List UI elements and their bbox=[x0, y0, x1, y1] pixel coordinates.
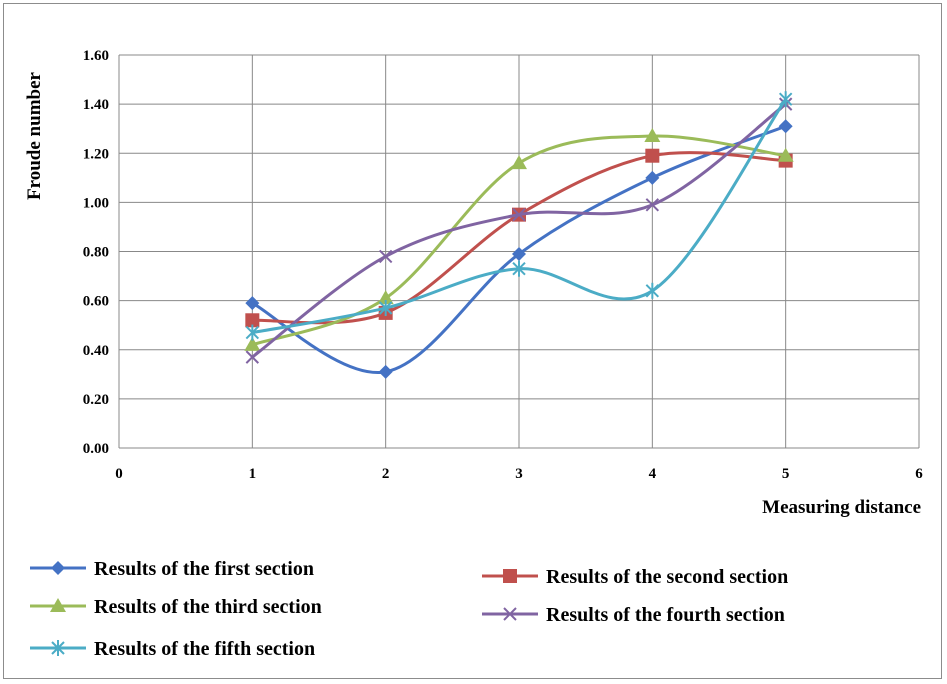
x-marker bbox=[512, 207, 526, 222]
series-1 bbox=[245, 119, 793, 379]
triangle-marker bbox=[777, 147, 794, 162]
x-tick-label: 1 bbox=[249, 466, 257, 482]
x-marker bbox=[645, 198, 660, 212]
triangle-marker bbox=[511, 155, 527, 170]
diamond-marker bbox=[51, 561, 65, 575]
x-marker-stroke bbox=[245, 350, 260, 364]
star-marker bbox=[778, 91, 793, 108]
square-marker bbox=[245, 313, 260, 328]
triangle-marker bbox=[50, 598, 66, 612]
diamond-marker bbox=[778, 119, 793, 134]
star-marker bbox=[51, 640, 65, 656]
y-axis-title: Froude number bbox=[24, 71, 45, 199]
series-3 bbox=[244, 128, 794, 351]
star-marker bbox=[245, 324, 260, 341]
y-tick-label: 1.60 bbox=[83, 48, 109, 64]
legend-label: Results of the first section bbox=[94, 558, 314, 580]
x-marker bbox=[503, 607, 517, 621]
diamond-marker bbox=[378, 364, 393, 379]
legend-item-2: Results of the second section bbox=[482, 566, 788, 588]
y-tick-labels: 0.00 0.20 0.40 0.60 0.80 1.00 1.20 1.40 1.60 bbox=[83, 48, 109, 457]
triangle-marker bbox=[377, 290, 394, 305]
series-group bbox=[244, 91, 794, 379]
triangle-marker bbox=[644, 128, 661, 143]
legend-item-3: Results of the third section bbox=[30, 596, 322, 618]
y-tick-label: 0.40 bbox=[83, 343, 109, 359]
diamond-marker bbox=[512, 246, 526, 261]
x-marker-stroke bbox=[512, 207, 526, 222]
x-axis-title: Measuring distance bbox=[762, 497, 921, 518]
diamond-marker bbox=[245, 296, 260, 311]
square-marker bbox=[645, 148, 660, 163]
legend-label: Results of the second section bbox=[546, 566, 788, 588]
x-marker bbox=[245, 350, 260, 364]
square-marker bbox=[503, 569, 517, 583]
x-tick-labels: 0 1 2 3 4 5 6 bbox=[115, 466, 923, 482]
y-tick-label: 0.20 bbox=[83, 392, 109, 408]
x-marker-stroke bbox=[503, 607, 517, 621]
series-5 bbox=[245, 91, 793, 341]
legend-label: Results of the fourth section bbox=[546, 604, 785, 626]
y-tick-label: 0.80 bbox=[83, 245, 109, 261]
x-tick-label: 6 bbox=[915, 466, 923, 482]
series-line bbox=[252, 98, 787, 335]
legend-item-4: Results of the fourth section bbox=[482, 604, 785, 626]
x-tick-label: 3 bbox=[515, 466, 523, 482]
legend-label: Results of the third section bbox=[94, 596, 322, 618]
y-tick-label: 1.40 bbox=[83, 97, 109, 113]
x-marker bbox=[378, 249, 393, 264]
x-marker-stroke bbox=[378, 249, 393, 264]
star-marker bbox=[512, 260, 526, 277]
legend-item-5: Results of the fifth section bbox=[30, 638, 315, 660]
x-marker-stroke bbox=[645, 198, 660, 212]
legend-label: Results of the fifth section bbox=[94, 638, 315, 660]
star-marker bbox=[378, 299, 393, 316]
series-4 bbox=[245, 97, 793, 364]
y-tick-label: 0.00 bbox=[83, 441, 109, 457]
y-tick-label: 1.00 bbox=[83, 195, 109, 211]
y-tick-label: 0.60 bbox=[83, 294, 109, 310]
diamond-marker bbox=[645, 170, 660, 185]
y-tick-label: 1.20 bbox=[83, 146, 109, 162]
x-tick-label: 5 bbox=[782, 466, 790, 482]
x-tick-label: 0 bbox=[115, 466, 123, 482]
triangle-marker bbox=[244, 336, 261, 351]
x-tick-label: 2 bbox=[382, 466, 390, 482]
star-marker bbox=[645, 282, 660, 299]
legend: Results of the first section Results of t… bbox=[30, 558, 788, 660]
x-tick-label: 4 bbox=[649, 466, 657, 482]
legend-item-1: Results of the first section bbox=[30, 558, 314, 580]
